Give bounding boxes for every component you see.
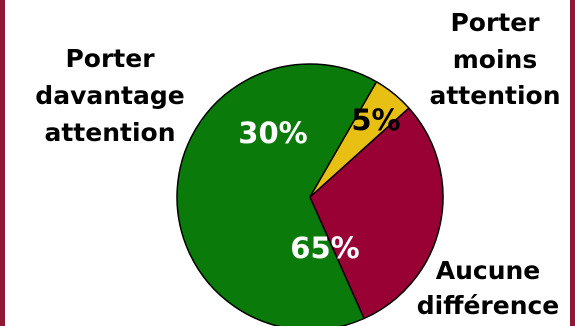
slice-aucune-difference-category-label: différence bbox=[417, 291, 560, 320]
slice-porter-davantage-attention-category-label: attention bbox=[44, 118, 175, 147]
slice-aucune-difference-value-label: 65% bbox=[290, 231, 359, 265]
slice-porter-moins-attention-value-label: 5% bbox=[351, 103, 400, 137]
slice-porter-moins-attention-category-label: attention bbox=[429, 81, 560, 110]
slice-porter-davantage-attention-value-label: 30% bbox=[238, 116, 307, 150]
pie-chart: 65% 30% 5% Aucune différence Porter davantage… bbox=[35, 8, 561, 326]
slice-aucune-difference-category-label: Aucune bbox=[436, 256, 541, 285]
slice-porter-moins-attention-category-label: moins bbox=[453, 45, 537, 74]
slice-porter-moins-attention-category-label: Porter bbox=[450, 8, 540, 37]
slice-porter-davantage-attention-category-label: davantage bbox=[35, 81, 184, 110]
slice-porter-moins-attention bbox=[309, 81, 410, 198]
slice-porter-davantage-attention bbox=[309, 107, 444, 320]
slice-porter-davantage-attention-category-label: Porter bbox=[65, 44, 155, 73]
slice-aucune-difference bbox=[176, 63, 378, 326]
